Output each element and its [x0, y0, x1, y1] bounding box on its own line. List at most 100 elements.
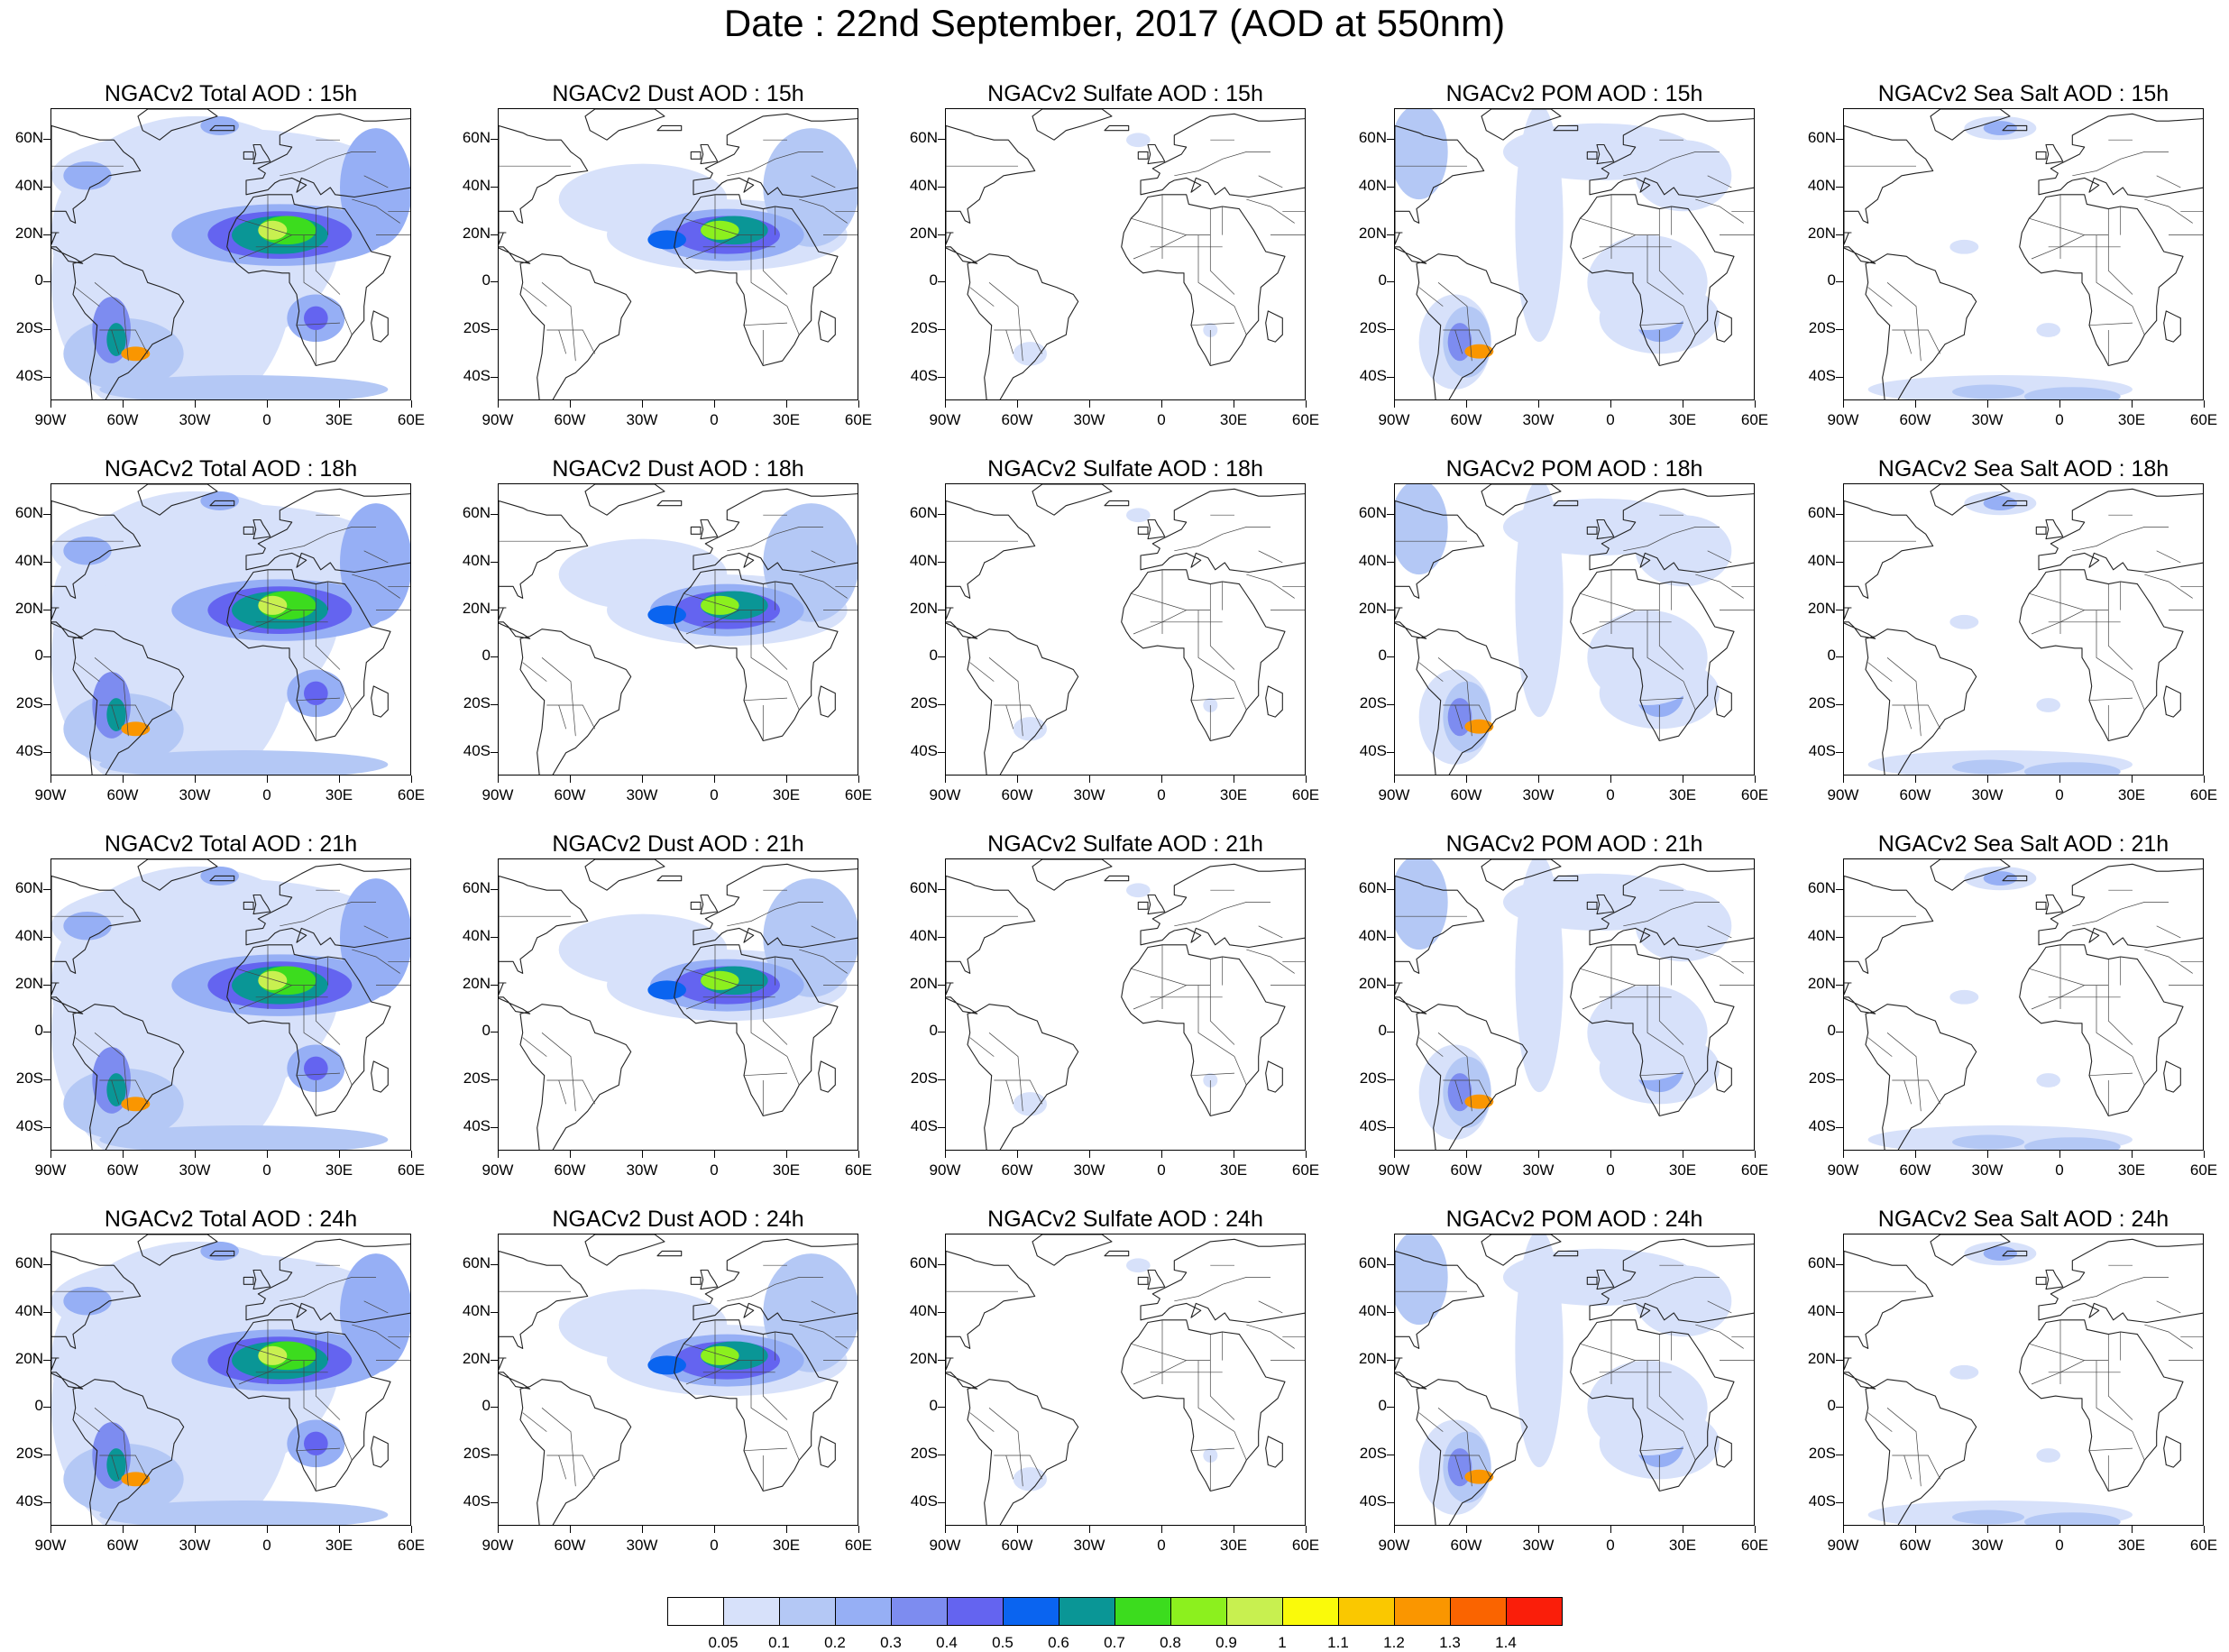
- longitude-tick: [786, 400, 787, 408]
- latitude-label: 0: [482, 647, 491, 665]
- country-border: [2088, 697, 2133, 702]
- country-border: [1418, 1037, 1444, 1057]
- aod-plume: [258, 1345, 288, 1365]
- country-border: [1903, 1455, 1913, 1480]
- latitude-label: 20S: [463, 1444, 491, 1462]
- country-border: [1707, 175, 1732, 188]
- country-border: [2107, 1334, 2133, 1420]
- latitude-tick: [1387, 1359, 1394, 1361]
- longitude-tick: [498, 1526, 499, 1533]
- longitude-label: 0: [262, 411, 271, 428]
- country-border: [1683, 306, 1696, 335]
- longitude-label: 60E: [1291, 786, 1320, 803]
- coastline: [2038, 1238, 2203, 1324]
- longitude-label: 0: [710, 786, 719, 803]
- coastline: [1121, 944, 1286, 1117]
- latitude-label: 60N: [1358, 504, 1387, 522]
- longitude-label: 60W: [1450, 1161, 1482, 1179]
- coastline: [1570, 194, 1735, 367]
- country-border: [1246, 198, 1295, 224]
- map-panel: NGACv2 Total AOD : 15h 60N 40N 20N 0 20S 40S 90…: [15, 81, 425, 428]
- latitude-tick: [1836, 514, 1843, 516]
- coastline: [946, 996, 978, 1014]
- country-border: [2096, 985, 2133, 1057]
- latitude-tick: [1836, 376, 1843, 378]
- longitude-label: 90W: [34, 411, 67, 428]
- aod-plume: [1464, 719, 1494, 734]
- coastline: [1844, 246, 1876, 264]
- longitude-tick: [642, 776, 643, 783]
- coastline: [2019, 194, 2184, 367]
- latitude-tick: [938, 1311, 945, 1313]
- longitude-tick: [1755, 1526, 1756, 1533]
- coastline: [674, 569, 839, 742]
- coastline: [1553, 124, 1579, 132]
- latitude-tick: [43, 186, 50, 188]
- colorbar-label: 0.7: [1104, 1634, 1125, 1651]
- coastline: [2019, 569, 2184, 742]
- country-border: [363, 1300, 389, 1314]
- latitude-label: 0: [929, 1397, 938, 1415]
- country-border: [1582, 985, 1636, 1010]
- country-border: [1133, 234, 1187, 260]
- longitude-label: 0: [710, 1161, 719, 1179]
- longitude-tick: [1306, 776, 1307, 783]
- coastline: [1714, 310, 1732, 343]
- latitude-label: 60N: [1807, 129, 1836, 147]
- latitude-tick: [1387, 281, 1394, 283]
- coastline: [2045, 1269, 2064, 1290]
- coastline: [519, 629, 632, 775]
- country-border: [1582, 610, 1636, 635]
- aod-plume: [106, 698, 126, 731]
- coastline: [1553, 875, 1579, 882]
- latitude-tick: [938, 751, 945, 753]
- country-border: [1418, 662, 1444, 682]
- country-border: [1443, 329, 1492, 354]
- longitude-label: 30W: [626, 1161, 658, 1179]
- aod-plume: [647, 1355, 686, 1375]
- country-border: [2156, 1300, 2181, 1314]
- longitude-tick: [1610, 776, 1611, 783]
- coastline: [209, 124, 235, 132]
- coastline: [700, 1269, 719, 1290]
- latitude-label: 20S: [15, 1069, 43, 1087]
- latitude-label: 20N: [909, 1349, 938, 1367]
- coastline: [1137, 901, 1149, 910]
- coastline: [226, 194, 391, 367]
- longitude-label: 0: [2055, 786, 2064, 803]
- country-border: [750, 985, 788, 1057]
- country-border: [969, 1412, 995, 1432]
- latitude-label: 40N: [909, 926, 938, 944]
- aod-plume: [1635, 890, 1732, 962]
- longitude-tick: [570, 1151, 571, 1158]
- longitude-tick: [1089, 1526, 1090, 1533]
- coastline: [243, 151, 254, 160]
- coastline: [584, 484, 665, 516]
- coastline: [226, 1319, 391, 1492]
- latitude-tick: [491, 1359, 498, 1361]
- coastline: [1416, 1004, 1528, 1150]
- latitude-label: 40S: [15, 741, 43, 759]
- aod-field: [1395, 859, 1754, 1150]
- latitude-label: 40S: [910, 741, 938, 759]
- country-border: [352, 198, 400, 224]
- latitude-label: 0: [482, 271, 491, 289]
- coastline: [1395, 1250, 1485, 1371]
- coastline: [1137, 1276, 1149, 1285]
- country-border: [1258, 1300, 1283, 1314]
- latitude-tick: [491, 234, 498, 235]
- country-border: [727, 902, 823, 927]
- country-border: [799, 198, 848, 224]
- latitude-label: 40S: [910, 1116, 938, 1134]
- colorbar-label: 0.05: [708, 1634, 738, 1651]
- country-border: [799, 949, 848, 974]
- longitude-label: 90W: [1378, 786, 1410, 803]
- coastline: [245, 1238, 410, 1324]
- map-area: [945, 108, 1306, 400]
- longitude-tick: [945, 1151, 946, 1158]
- latitude-label: 20S: [1359, 1069, 1387, 1087]
- coastline: [1395, 500, 1485, 620]
- country-border: [1209, 1334, 1235, 1420]
- country-border: [1209, 583, 1235, 670]
- longitude-tick: [1538, 1151, 1539, 1158]
